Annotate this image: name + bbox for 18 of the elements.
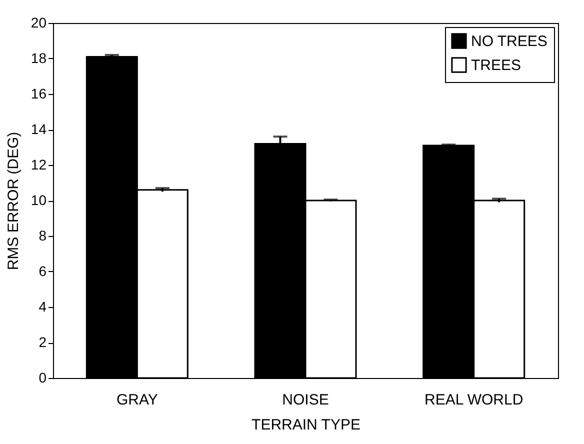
x-tick-label: REAL WORLD xyxy=(424,392,524,408)
x-tick-label: GRAY xyxy=(116,392,158,408)
y-tick-label: 0 xyxy=(38,370,47,386)
y-tick-label: 14 xyxy=(30,121,47,137)
y-tick-label: 10 xyxy=(30,192,47,208)
y-tick-label: 4 xyxy=(38,298,47,314)
y-axis-title: RMS ERROR (DEG) xyxy=(4,132,22,270)
y-tick-label: 12 xyxy=(30,156,47,172)
y-tick-label: 6 xyxy=(38,263,47,279)
y-tick-label: 16 xyxy=(30,86,47,102)
y-tick-label: 8 xyxy=(38,228,47,244)
x-tick-label: NOISE xyxy=(282,392,329,408)
legend-label: TREES xyxy=(471,57,522,74)
legend-label: NO TREES xyxy=(471,33,548,50)
y-tick-label: 20 xyxy=(30,14,47,30)
x-axis-title: TERRAIN TYPE xyxy=(252,416,360,434)
y-tick-label: 18 xyxy=(30,50,47,66)
y-tick-label: 2 xyxy=(38,334,47,350)
